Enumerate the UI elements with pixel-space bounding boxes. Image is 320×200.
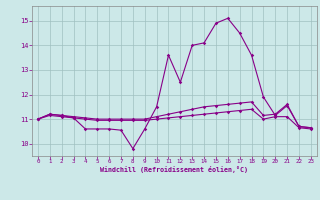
X-axis label: Windchill (Refroidissement éolien,°C): Windchill (Refroidissement éolien,°C) [100,166,248,173]
